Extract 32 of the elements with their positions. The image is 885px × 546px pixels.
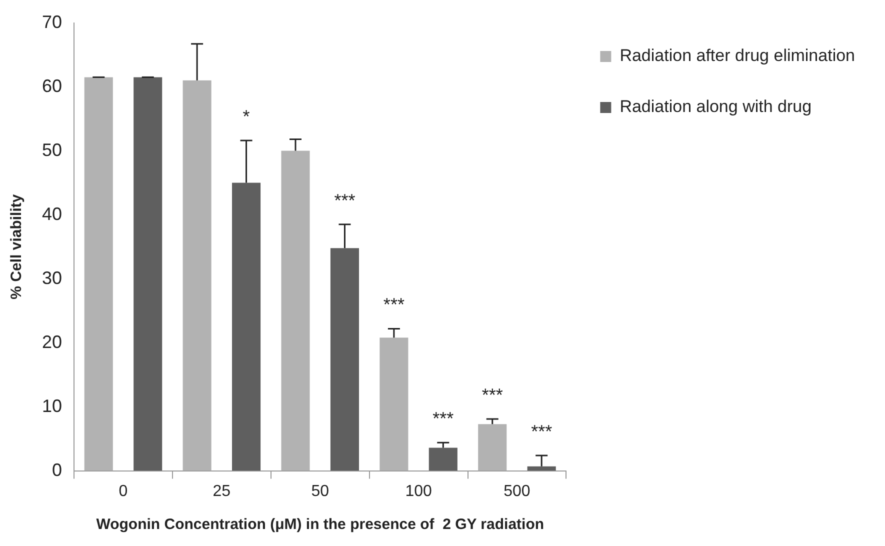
data-label: *** xyxy=(432,408,454,429)
x-tick-label: 0 xyxy=(118,482,128,500)
bar xyxy=(380,338,408,471)
y-tick-label: 40 xyxy=(42,204,62,224)
y-tick-label: 20 xyxy=(42,332,62,352)
x-tick-label: 25 xyxy=(212,482,231,500)
y-tick-label: 30 xyxy=(42,268,62,288)
x-tick-label: 500 xyxy=(504,482,530,500)
y-tick-label: 60 xyxy=(42,76,62,96)
x-axis-title: Wogonin Concentration (μM) in the presence of 2 GY radiation xyxy=(96,516,544,534)
bar xyxy=(478,424,507,471)
y-axis-title: % Cell viability xyxy=(8,194,26,300)
bar xyxy=(134,77,162,471)
data-label: *** xyxy=(334,190,356,210)
y-tick-label: 10 xyxy=(42,396,62,416)
data-label: *** xyxy=(383,294,404,315)
bar xyxy=(428,448,458,471)
y-tick-label: 50 xyxy=(42,140,62,160)
x-tick-label: 50 xyxy=(311,482,330,500)
bar xyxy=(281,150,310,471)
x-tick-label: 100 xyxy=(405,482,432,500)
data-label: *** xyxy=(482,384,503,405)
data-label: * xyxy=(242,106,250,127)
legend-label: Radiation after drug elimination xyxy=(620,46,856,66)
legend-label: Radiation along with drug xyxy=(620,97,812,116)
y-tick-label: 0 xyxy=(52,460,62,480)
data-label: *** xyxy=(531,421,552,442)
y-tick-label: 70 xyxy=(42,12,62,32)
bar xyxy=(232,182,261,471)
bar xyxy=(330,248,359,471)
bar xyxy=(84,77,113,471)
bar xyxy=(182,80,212,471)
